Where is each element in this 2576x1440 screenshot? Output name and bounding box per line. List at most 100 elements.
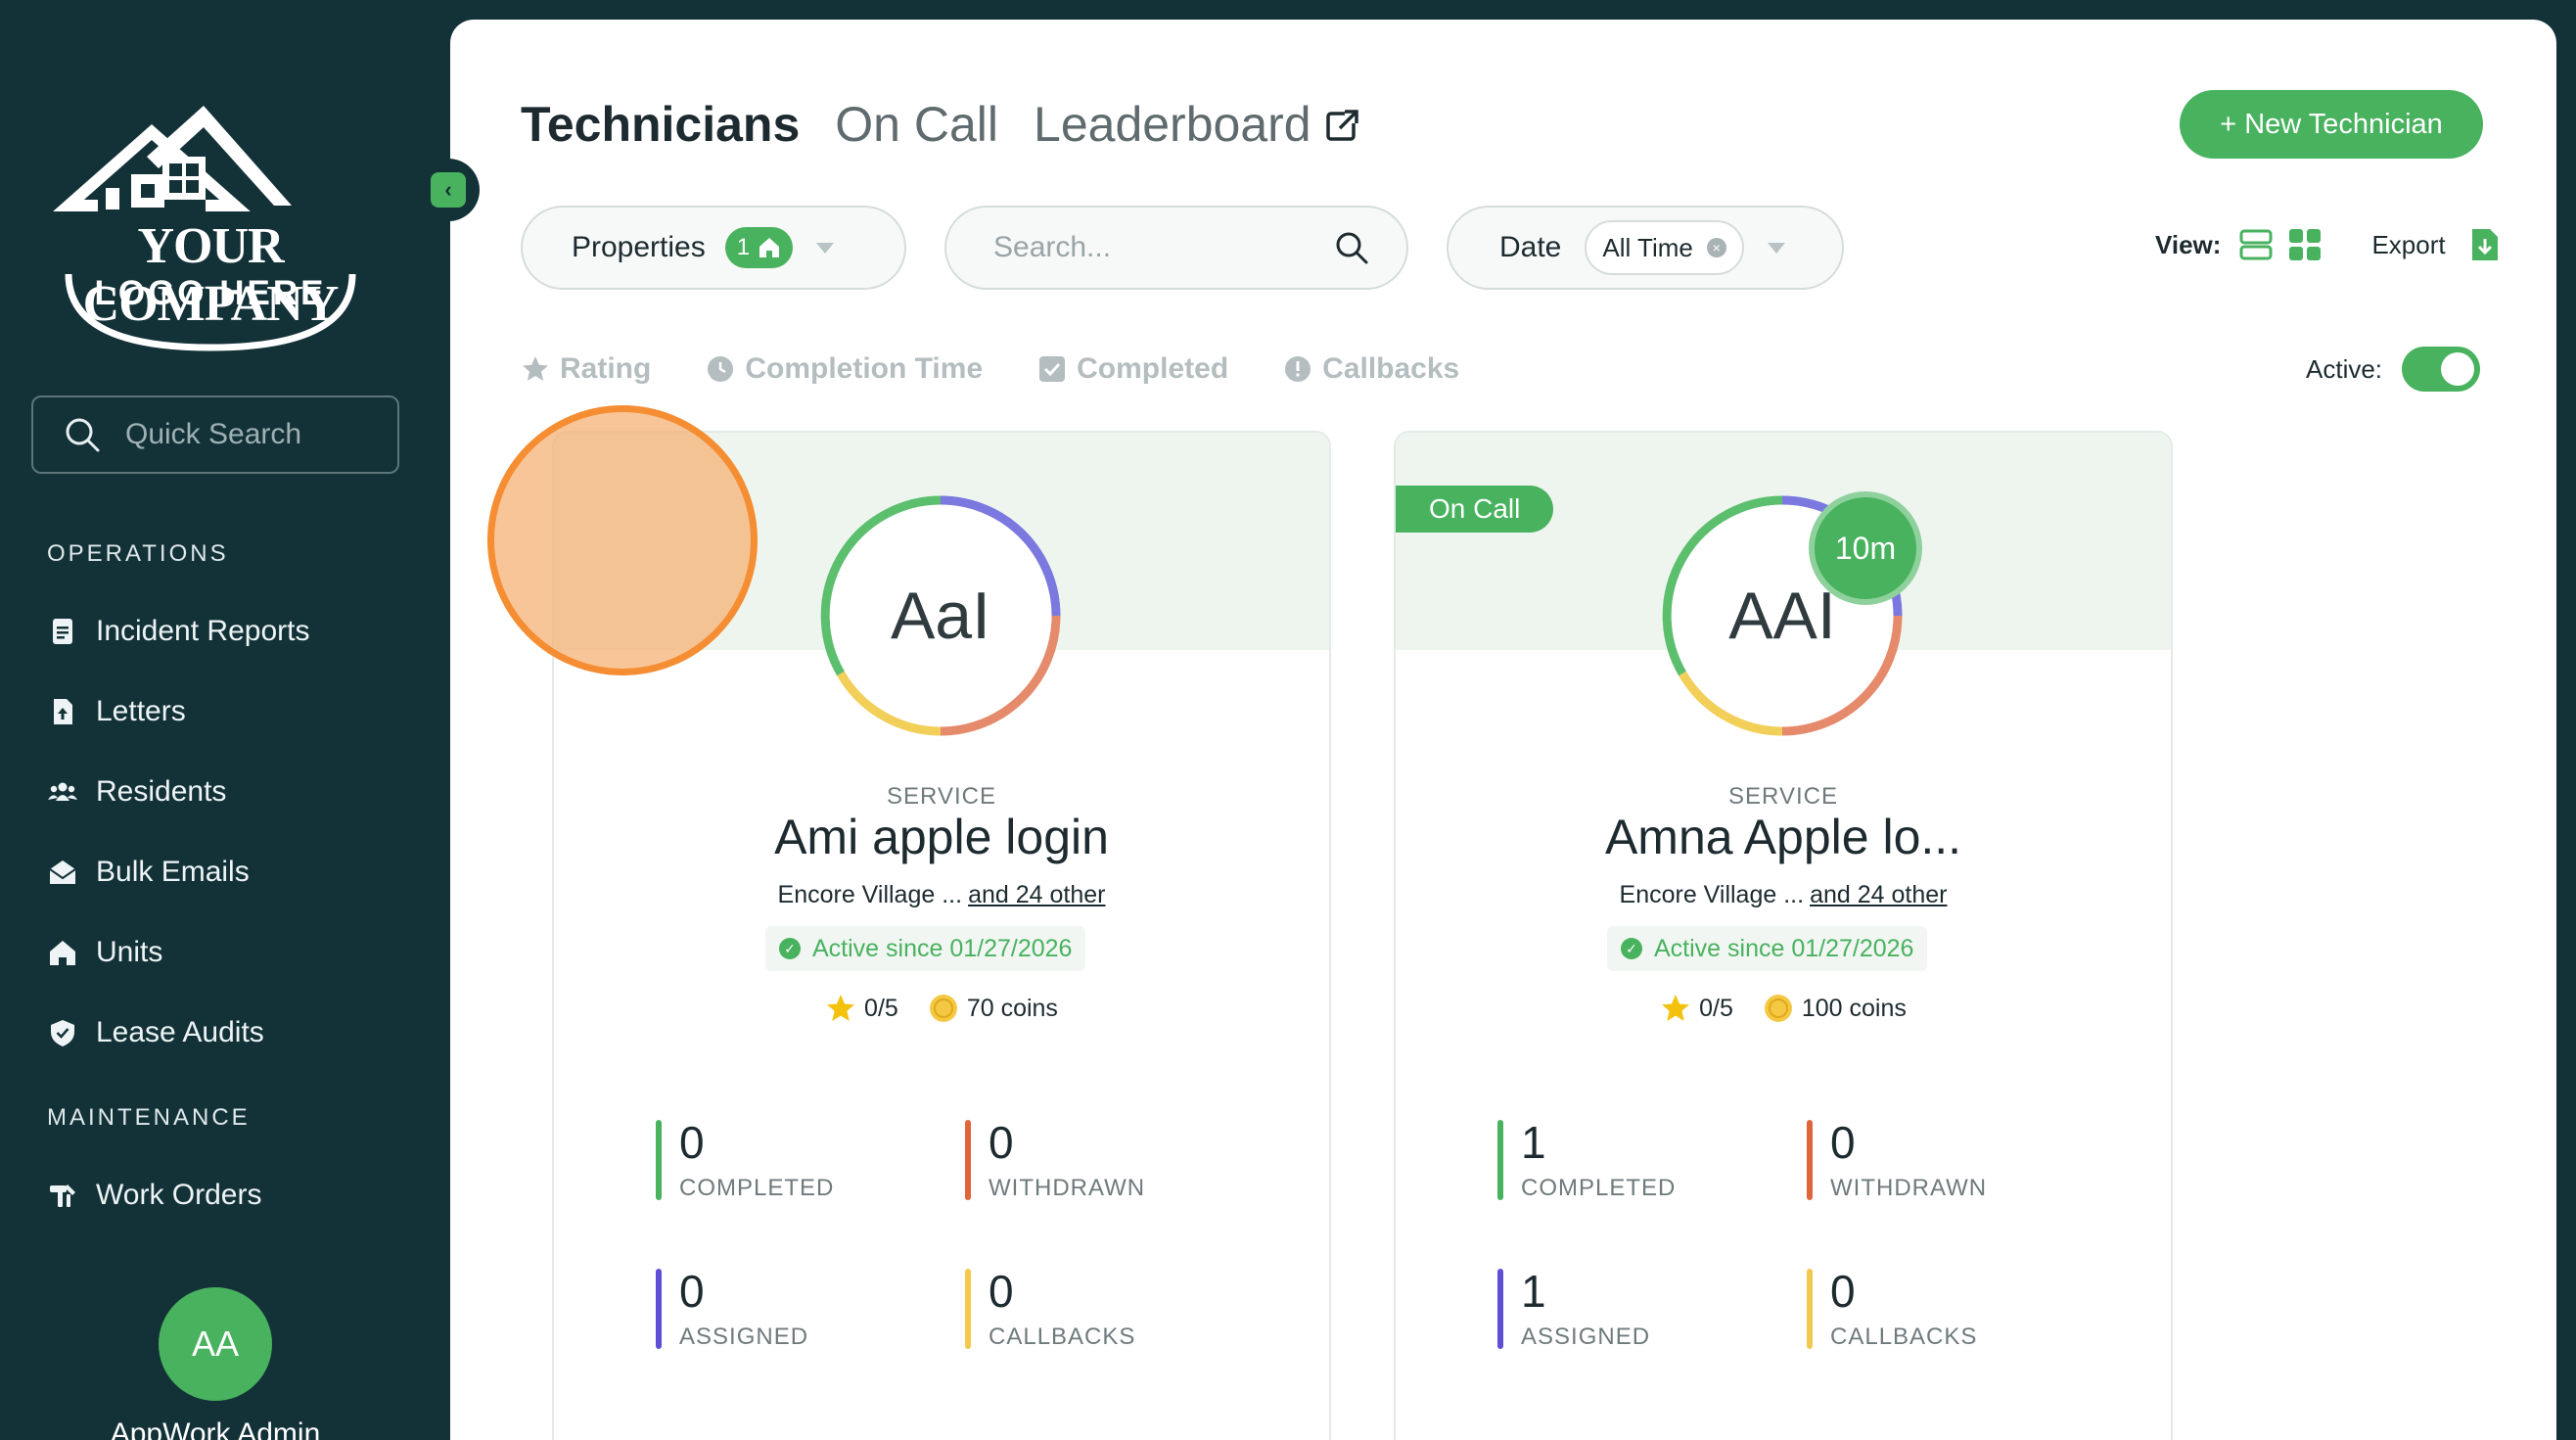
- sidebar-item-label: Units: [96, 936, 163, 968]
- sidebar-item-label: Residents: [96, 775, 227, 808]
- quick-search-input[interactable]: Quick Search: [31, 395, 399, 474]
- rating: 0/5: [825, 993, 898, 1024]
- check-circle-icon: ✓: [779, 938, 801, 959]
- star-icon: [523, 356, 548, 381]
- date-filter[interactable]: Date All Time ×: [1447, 206, 1844, 290]
- toggle-knob: [2441, 352, 2475, 386]
- sort-completed[interactable]: Completed: [1037, 352, 1228, 386]
- export-button[interactable]: Export: [2371, 227, 2515, 262]
- property-name: Encore Village ...: [1619, 881, 1805, 908]
- page-tabs: Technicians On Call Leaderboard: [521, 96, 1360, 153]
- technician-properties: Encore Village ... and 24 other: [554, 881, 1329, 909]
- stat-assigned: 0 ASSIGNED: [656, 1266, 851, 1350]
- coin-icon: [1764, 995, 1792, 1022]
- check-circle-icon: ✓: [1621, 938, 1642, 959]
- sort-rating-label: Rating: [560, 352, 652, 385]
- sort-completed-label: Completed: [1077, 352, 1229, 385]
- search-icon: [66, 418, 100, 452]
- tab-technicians[interactable]: Technicians: [521, 97, 801, 152]
- sidebar-item-bulk-emails[interactable]: Bulk Emails: [47, 848, 250, 897]
- stat-withdrawn: 0 WITHDRAWN: [1807, 1117, 2002, 1201]
- export-label: Export: [2371, 229, 2446, 259]
- properties-filter-label: Properties: [572, 231, 706, 263]
- search-input[interactable]: Search...: [944, 206, 1408, 290]
- sort-completion-time-label: Completion Time: [745, 352, 984, 385]
- chevron-down-icon: [816, 242, 835, 254]
- active-filter: Active:: [2306, 347, 2481, 392]
- coins-value: 70 coins: [966, 994, 1058, 1022]
- search-placeholder: Search...: [993, 231, 1112, 263]
- user-name: AppWork Admin: [110, 1417, 321, 1440]
- sidebar-item-lease-audits[interactable]: Lease Audits: [47, 1008, 264, 1057]
- stat-bar: [1807, 1269, 1813, 1349]
- rating-value: 0/5: [864, 994, 898, 1022]
- collapse-sidebar-button[interactable]: ‹: [417, 159, 480, 221]
- sidebar-item-work-orders[interactable]: Work Orders: [47, 1171, 261, 1220]
- coins: 100 coins: [1763, 993, 1907, 1024]
- sidebar-item-letters[interactable]: Letters: [47, 687, 186, 736]
- active-since-text: Active since 01/27/2026: [1654, 934, 1914, 962]
- sort-completion-time[interactable]: Completion Time: [706, 352, 983, 386]
- home-icon: [47, 937, 78, 968]
- technician-role: SERVICE: [1728, 783, 1838, 810]
- sidebar-item-incident-reports[interactable]: Incident Reports: [47, 607, 309, 656]
- more-properties-link[interactable]: and 24 other: [1810, 881, 1948, 908]
- sidebar-item-residents[interactable]: Residents: [47, 767, 226, 816]
- rating: 0/5: [1660, 993, 1733, 1024]
- tools-icon: [47, 1180, 78, 1211]
- view-label: View:: [2155, 229, 2222, 259]
- stat-label: COMPLETED: [679, 1175, 835, 1201]
- document-icon: [47, 616, 78, 647]
- stat-callbacks: 0 CALLBACKS: [965, 1266, 1161, 1350]
- date-value-chip[interactable]: All Time ×: [1585, 220, 1744, 275]
- stat-value: 0: [989, 1266, 1014, 1317]
- users-icon: [47, 776, 78, 808]
- active-toggle[interactable]: [2402, 347, 2481, 392]
- star-icon: [1662, 995, 1690, 1021]
- house-logo-icon: [53, 106, 356, 351]
- performance-ring: [820, 495, 1061, 736]
- sort-rating[interactable]: Rating: [521, 352, 651, 386]
- technician-avatar-initials: AAI: [1728, 579, 1836, 653]
- stat-label: WITHDRAWN: [1830, 1175, 1988, 1201]
- clock-icon: [708, 356, 734, 382]
- star-icon: [827, 995, 855, 1021]
- sidebar-item-units[interactable]: Units: [47, 928, 162, 977]
- rating-value: 0/5: [1699, 994, 1733, 1022]
- sort-callbacks[interactable]: Callbacks: [1283, 352, 1459, 386]
- sidebar-item-label: Work Orders: [96, 1179, 262, 1211]
- company-logo[interactable]: YOUR COMPANY LOGO HERE: [29, 98, 391, 362]
- list-view-icon[interactable]: [2238, 227, 2274, 262]
- technician-meta: 0/5 70 coins: [554, 993, 1329, 1024]
- envelope-open-icon: [47, 857, 78, 888]
- sidebar: YOUR COMPANY LOGO HERE Quick Search OPER…: [0, 0, 450, 1440]
- stat-value: 1: [1521, 1117, 1546, 1168]
- stat-label: COMPLETED: [1521, 1175, 1677, 1201]
- sidebar-item-label: Bulk Emails: [96, 856, 250, 888]
- clear-icon[interactable]: ×: [1706, 238, 1726, 257]
- tab-leaderboard-label: Leaderboard: [1034, 97, 1311, 152]
- stat-withdrawn: 0 WITHDRAWN: [965, 1117, 1161, 1201]
- touch-indicator: [487, 405, 758, 675]
- search-icon[interactable]: [1334, 230, 1369, 265]
- tab-on-call[interactable]: On Call: [835, 97, 999, 152]
- checkbox-icon: [1039, 356, 1066, 382]
- stat-label: WITHDRAWN: [989, 1175, 1146, 1201]
- stat-value: 0: [1830, 1117, 1856, 1168]
- new-technician-button[interactable]: + New Technician: [2180, 90, 2483, 159]
- tab-leaderboard[interactable]: Leaderboard: [1034, 96, 1360, 153]
- external-link-icon: [1325, 110, 1358, 141]
- user-avatar[interactable]: AA: [159, 1287, 272, 1401]
- properties-filter[interactable]: Properties 1: [521, 206, 906, 290]
- more-properties-link[interactable]: and 24 other: [968, 881, 1106, 908]
- technician-card[interactable]: On Call AAI 10m SERVICE Amna Apple lo...…: [1394, 431, 2173, 1440]
- technician-avatar-initials: AaI: [890, 579, 991, 653]
- stat-label: ASSIGNED: [1521, 1324, 1651, 1350]
- sidebar-item-label: Lease Audits: [96, 1016, 264, 1048]
- stat-value: 1: [1521, 1266, 1546, 1317]
- logo-company-text: YOUR COMPANY: [82, 218, 340, 332]
- technician-name: Ami apple login: [774, 810, 1109, 864]
- on-call-badge: On Call: [1396, 486, 1554, 533]
- stat-label: CALLBACKS: [1830, 1324, 1978, 1350]
- grid-view-icon[interactable]: [2287, 227, 2323, 262]
